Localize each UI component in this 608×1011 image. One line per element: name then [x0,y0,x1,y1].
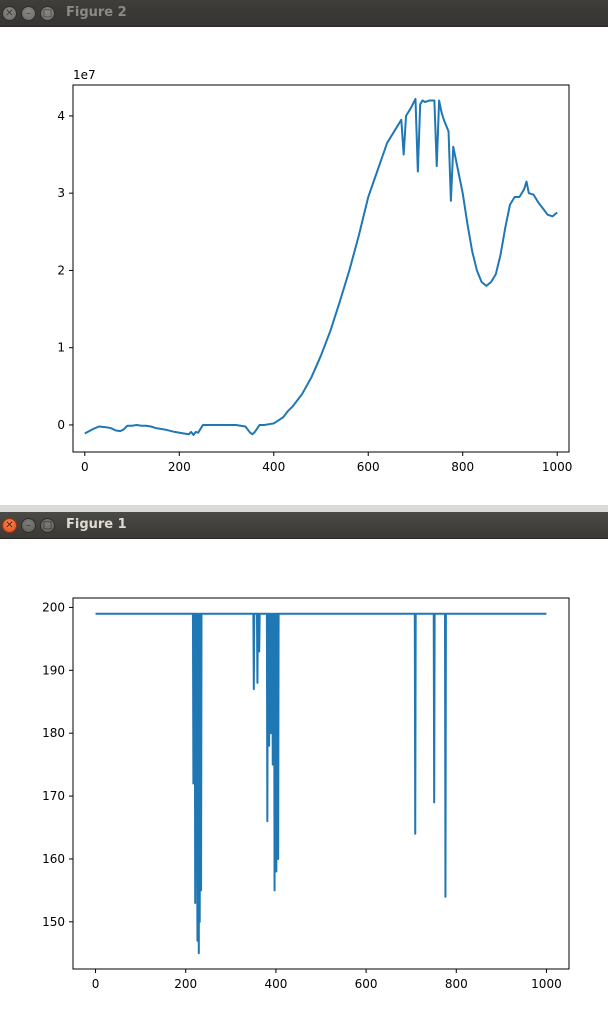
figure-1-titlebar[interactable]: ✕ – □ Figure 1 [0,512,608,539]
x-tick-label: 800 [445,977,468,991]
x-tick-label: 200 [174,977,197,991]
y-tick-label: 190 [42,663,65,677]
y-tick-label: 1 [57,341,65,355]
y-tick-label: 3 [57,186,65,200]
y-tick-label: 200 [42,600,65,614]
x-tick-label: 200 [168,460,191,474]
window-gap [0,505,608,512]
x-tick-label: 0 [92,977,100,991]
window-title: Figure 2 [66,5,127,20]
x-tick-label: 1000 [531,977,562,991]
y-tick-label: 2 [57,263,65,277]
x-tick-label: 600 [357,460,380,474]
y-tick-label: 160 [42,852,65,866]
figure-1-window: ✕ – □ Figure 1 0 200 400 600 800 1000 150 160 17… [0,512,608,1011]
y-tick-label: 0 [57,418,65,432]
y-tick-label: 4 [57,109,65,123]
minimize-icon[interactable]: – [21,6,36,21]
figure-2-chart: 0 200 400 600 800 1000 0 1 2 3 4 1e7 [57,68,573,474]
x-tick-label: 600 [355,977,378,991]
maximize-icon[interactable]: □ [40,6,55,21]
figure-1-chart: 0 200 400 600 800 1000 150 160 170 180 190 200 [42,597,570,991]
x-tick-label: 400 [264,977,287,991]
figure-2-window: ✕ – □ Figure 2 0 200 400 600 800 1000 0 1 2 3 4 1e7 [0,0,608,505]
close-icon[interactable]: ✕ [2,6,17,21]
y-tick-label: 150 [42,915,65,929]
series-line-0 [84,97,558,436]
close-icon[interactable]: ✕ [2,518,17,533]
axes-frame [72,597,570,970]
window-title: Figure 1 [66,517,127,532]
x-tick-label: 0 [81,460,89,474]
axes-frame [72,84,570,453]
figure-2-titlebar[interactable]: ✕ – □ Figure 2 [0,0,608,27]
minimize-icon[interactable]: – [21,518,36,533]
series-line-0 [95,612,547,955]
y-tick-label: 170 [42,789,65,803]
x-tick-label: 400 [262,460,285,474]
x-tick-label: 1000 [542,460,573,474]
maximize-icon[interactable]: □ [40,518,55,533]
x-tick-label: 800 [451,460,474,474]
y-offset-label: 1e7 [73,68,96,82]
y-tick-label: 180 [42,726,65,740]
